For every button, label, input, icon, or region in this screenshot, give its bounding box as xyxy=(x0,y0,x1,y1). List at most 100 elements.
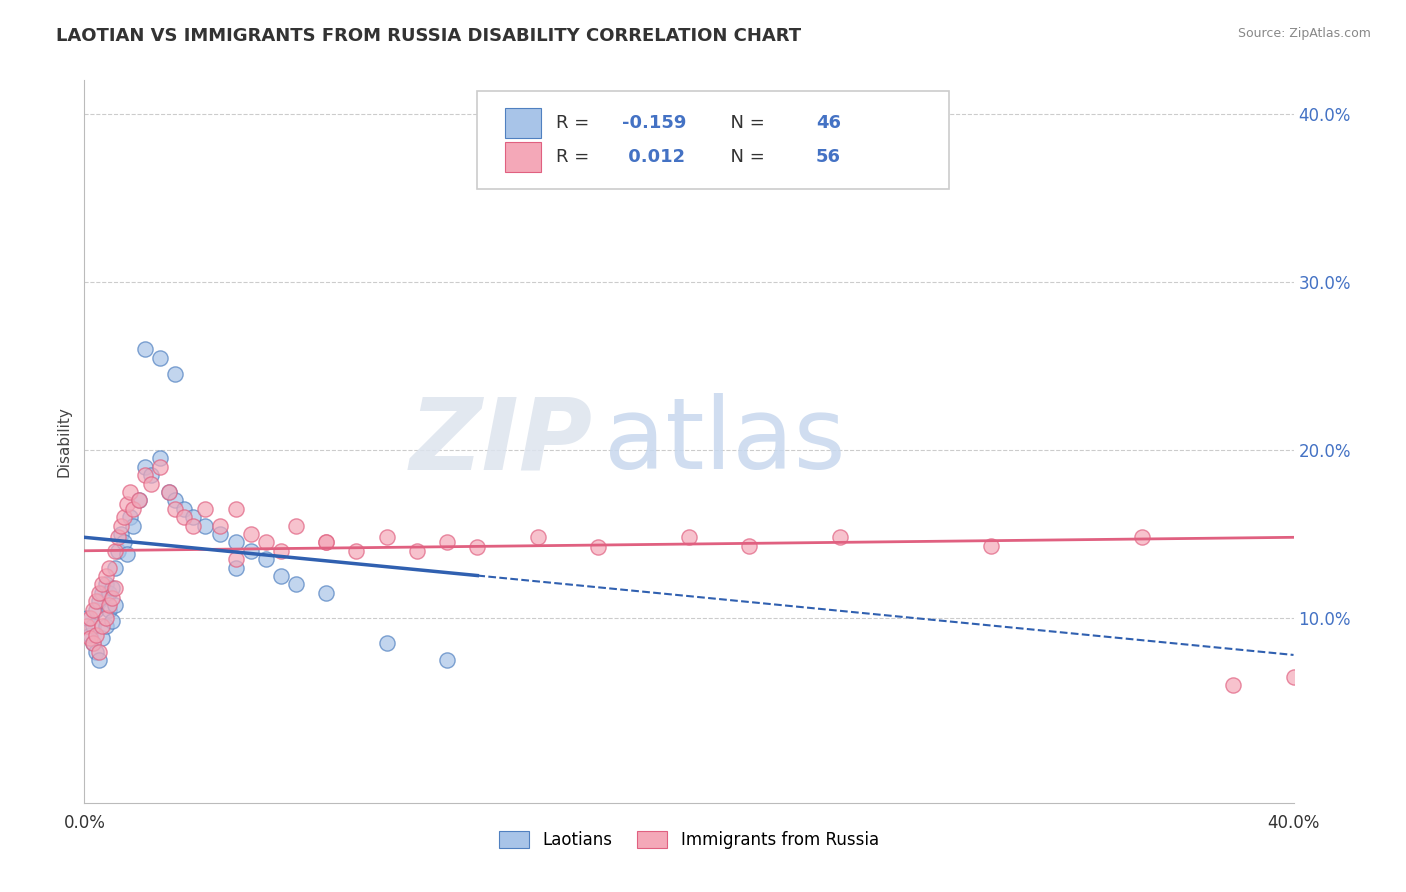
Point xyxy=(118,485,141,500)
Point xyxy=(91,631,114,645)
Point xyxy=(225,552,247,566)
Point xyxy=(104,598,127,612)
Point xyxy=(91,619,114,633)
FancyBboxPatch shape xyxy=(478,91,949,189)
Point xyxy=(86,628,108,642)
Point xyxy=(165,501,187,516)
Text: Source: ZipAtlas.com: Source: ZipAtlas.com xyxy=(1237,27,1371,40)
Point xyxy=(225,535,247,549)
Point xyxy=(406,543,429,558)
Point xyxy=(588,541,610,555)
Point xyxy=(89,594,111,608)
Point xyxy=(165,493,187,508)
Point xyxy=(94,611,117,625)
Point xyxy=(86,644,108,658)
Point xyxy=(149,351,172,365)
Point xyxy=(128,493,150,508)
Point xyxy=(436,535,458,549)
Point xyxy=(104,581,127,595)
Text: R =: R = xyxy=(555,148,595,166)
Point xyxy=(94,619,117,633)
Point xyxy=(110,518,132,533)
Text: atlas: atlas xyxy=(605,393,846,490)
Point xyxy=(121,518,143,533)
Point xyxy=(115,547,138,561)
Y-axis label: Disability: Disability xyxy=(56,406,72,477)
Point xyxy=(980,539,1002,553)
Point xyxy=(254,552,277,566)
Text: -0.159: -0.159 xyxy=(623,114,686,132)
Point xyxy=(375,530,398,544)
Bar xyxy=(505,108,541,138)
Point xyxy=(239,527,262,541)
Point xyxy=(270,543,292,558)
Point xyxy=(104,560,127,574)
Point xyxy=(194,501,217,516)
Text: R =: R = xyxy=(555,114,595,132)
Point xyxy=(315,535,337,549)
Point xyxy=(112,510,135,524)
Point xyxy=(134,459,156,474)
Point xyxy=(76,611,98,625)
Point xyxy=(239,543,262,558)
Point xyxy=(225,501,247,516)
Point xyxy=(254,535,277,549)
Point xyxy=(79,631,101,645)
Point xyxy=(165,368,187,382)
Point xyxy=(270,569,292,583)
Point xyxy=(94,569,117,583)
Text: ZIP: ZIP xyxy=(409,393,592,490)
Text: N =: N = xyxy=(720,148,770,166)
Point xyxy=(97,602,120,616)
Point xyxy=(97,598,120,612)
Point xyxy=(91,586,114,600)
Point xyxy=(1130,530,1153,544)
Point xyxy=(346,543,368,558)
Point xyxy=(139,468,162,483)
Point xyxy=(82,636,104,650)
Point xyxy=(97,586,120,600)
Point xyxy=(285,577,308,591)
Point xyxy=(527,530,550,544)
Point xyxy=(678,530,700,544)
Point xyxy=(157,485,180,500)
Point xyxy=(1282,670,1305,684)
Point xyxy=(79,611,101,625)
Point xyxy=(149,451,172,466)
Text: 56: 56 xyxy=(815,148,841,166)
Point xyxy=(100,615,122,629)
Point xyxy=(97,560,120,574)
Point xyxy=(209,518,232,533)
Point xyxy=(139,476,162,491)
Point xyxy=(82,619,104,633)
Point xyxy=(436,653,458,667)
Point xyxy=(89,653,111,667)
Text: 46: 46 xyxy=(815,114,841,132)
Point xyxy=(315,586,337,600)
Point xyxy=(375,636,398,650)
Point xyxy=(86,594,108,608)
Point xyxy=(285,518,308,533)
Point xyxy=(194,518,217,533)
Text: 0.012: 0.012 xyxy=(623,148,686,166)
Legend: Laotians, Immigrants from Russia: Laotians, Immigrants from Russia xyxy=(492,824,886,856)
Point xyxy=(1222,678,1244,692)
Bar xyxy=(505,142,541,172)
Point xyxy=(157,485,180,500)
Point xyxy=(100,581,122,595)
Point xyxy=(315,535,337,549)
Point xyxy=(104,543,127,558)
Point xyxy=(89,644,111,658)
Point xyxy=(89,586,111,600)
Point xyxy=(173,501,195,516)
Point xyxy=(134,468,156,483)
Point xyxy=(209,527,232,541)
Point xyxy=(110,527,132,541)
Point xyxy=(118,510,141,524)
Point xyxy=(115,497,138,511)
Point xyxy=(225,560,247,574)
Point xyxy=(173,510,195,524)
Point xyxy=(112,535,135,549)
Point xyxy=(181,510,204,524)
Point xyxy=(467,541,489,555)
